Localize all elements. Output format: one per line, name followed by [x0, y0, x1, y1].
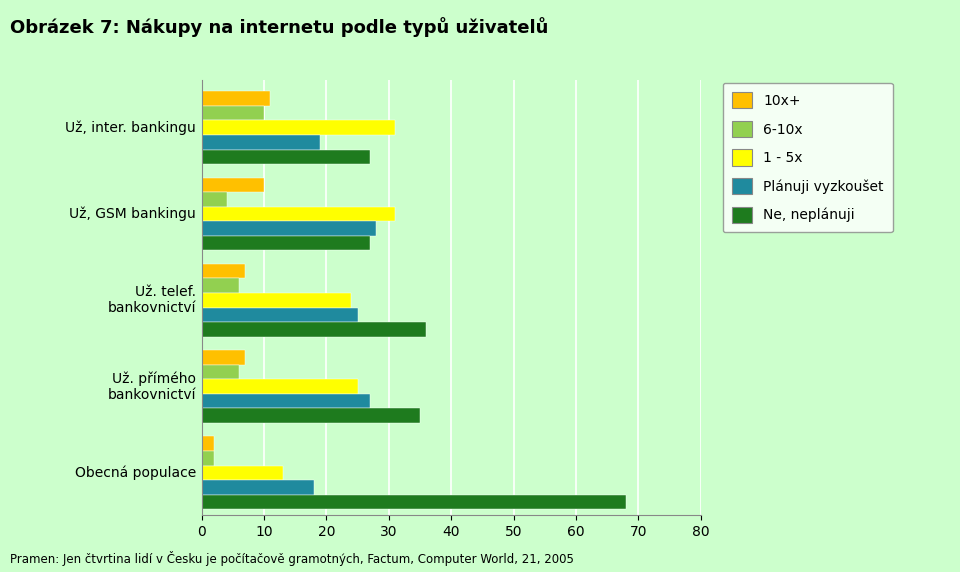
Bar: [202, 135, 320, 149]
Text: Obrázek 7: Nákupy na internetu podle typů uživatelů: Obrázek 7: Nákupy na internetu podle typ…: [10, 17, 548, 37]
Bar: [202, 394, 370, 408]
Text: Pramen: Jen čtvrtina lidí v Česku je počítačově gramotných, Factum, Computer Wor: Pramen: Jen čtvrtina lidí v Česku je poč…: [10, 551, 573, 566]
Bar: [202, 121, 396, 135]
Bar: [202, 264, 245, 279]
Bar: [202, 177, 264, 192]
Bar: [202, 293, 351, 308]
Bar: [202, 379, 357, 394]
Bar: [202, 92, 271, 106]
Bar: [202, 436, 214, 451]
Bar: [202, 451, 214, 466]
Bar: [202, 206, 396, 221]
Legend: 10x+, 6-10x, 1 - 5x, Plánuji vyzkoušet, Ne, neplánuji: 10x+, 6-10x, 1 - 5x, Plánuji vyzkoušet, …: [723, 83, 893, 232]
Bar: [202, 149, 370, 164]
Bar: [202, 365, 239, 379]
Bar: [202, 106, 264, 121]
Bar: [202, 308, 357, 322]
Bar: [202, 495, 626, 509]
Bar: [202, 192, 227, 206]
Bar: [202, 221, 376, 236]
Bar: [202, 408, 420, 423]
Bar: [202, 322, 426, 337]
Bar: [202, 466, 282, 480]
Bar: [202, 480, 314, 495]
Bar: [202, 350, 245, 365]
Bar: [202, 279, 239, 293]
Bar: [202, 236, 370, 251]
